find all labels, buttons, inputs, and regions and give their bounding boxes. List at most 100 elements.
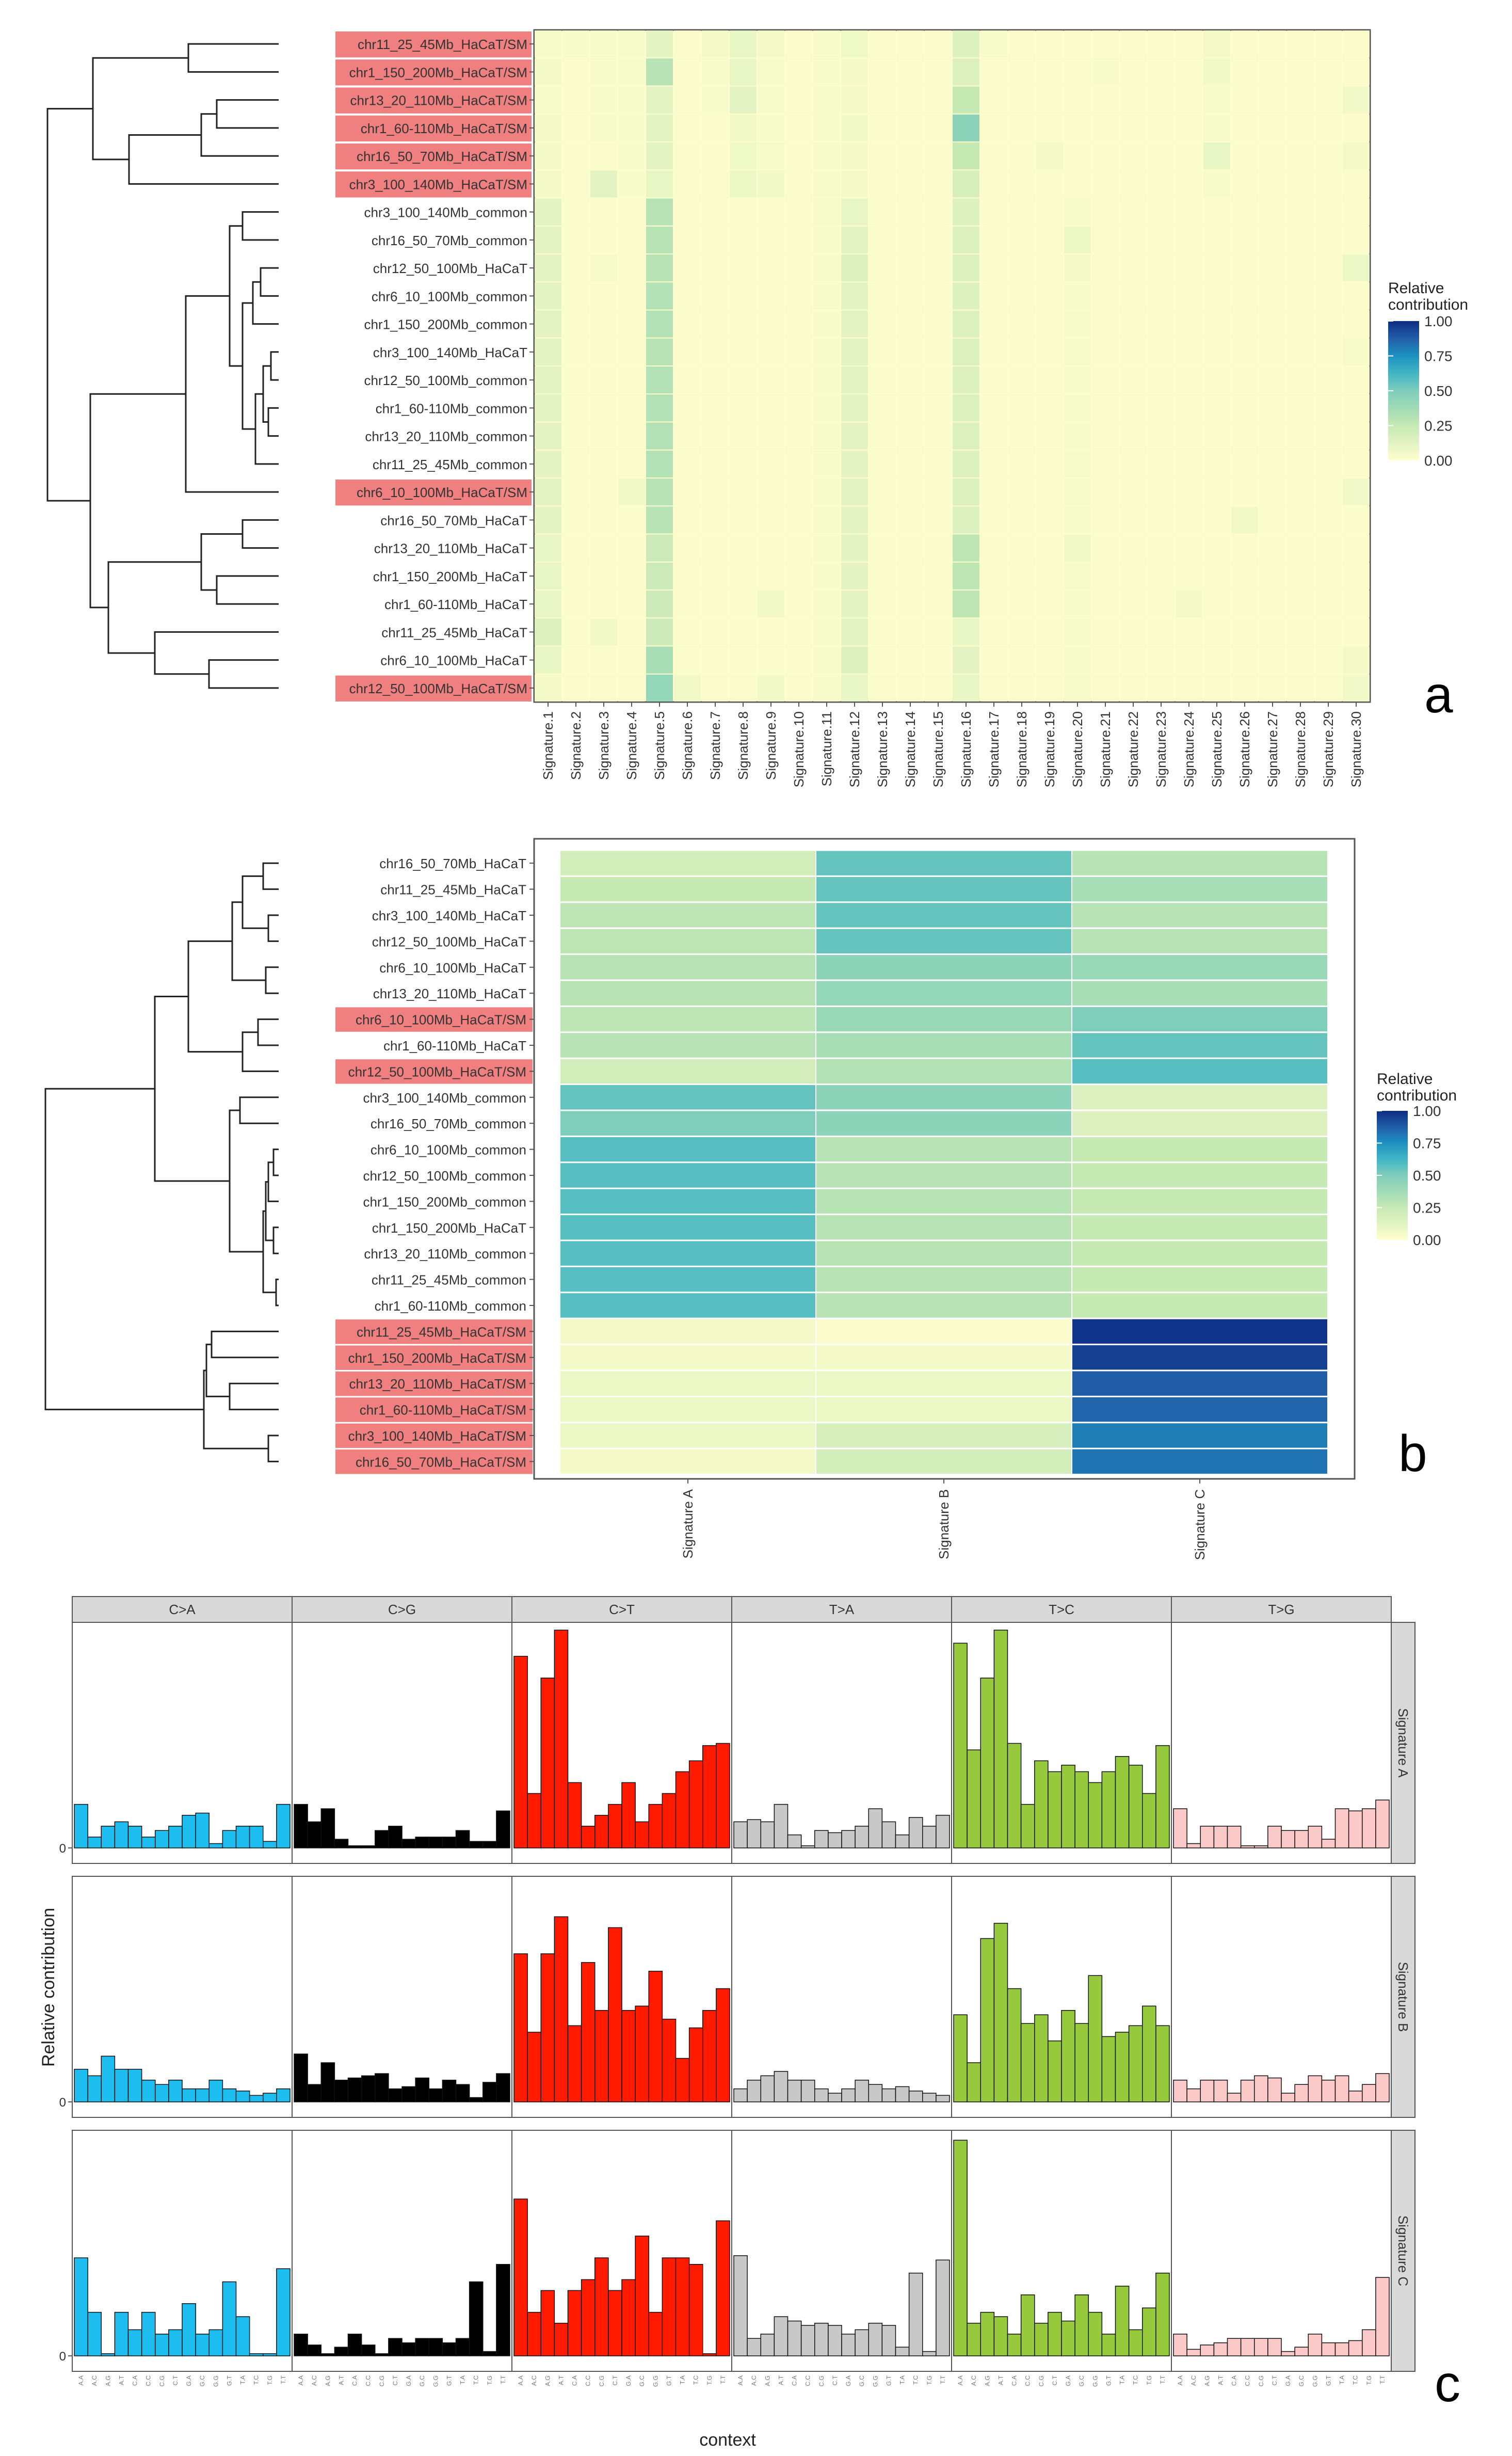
heatmap-cell (841, 422, 868, 450)
context-bar (155, 2334, 169, 2356)
heatmap-cell (953, 422, 979, 450)
column-label: Signature.2 (568, 711, 584, 780)
column-label: Signature.27 (1265, 711, 1280, 787)
heatmap-cell (841, 226, 868, 253)
heatmap-cell (980, 58, 1007, 86)
heatmap-cell (535, 254, 561, 282)
heatmap-cell (674, 282, 701, 310)
context-bar (881, 1821, 896, 1848)
context-bar (774, 2071, 789, 2102)
heatmap-cell (535, 310, 561, 338)
heatmap-cell (1064, 674, 1091, 701)
row-highlight (335, 1345, 533, 1370)
context-bar (482, 2351, 497, 2356)
heatmap-cell (897, 394, 924, 422)
heatmap-cell (730, 422, 757, 450)
context-bar (828, 2093, 842, 2102)
heatmap-cell (1203, 114, 1230, 141)
context-bar (567, 2025, 582, 2102)
context-bar (1101, 1771, 1116, 1848)
context-bar (1088, 1782, 1103, 1848)
row-label: chr12_50_100Mb_common (363, 1168, 526, 1184)
heatmap-cell (1259, 282, 1286, 310)
heatmap-cell (841, 142, 868, 170)
context-bar (1240, 2080, 1255, 2102)
context-tick-label: T.A (1119, 2375, 1126, 2384)
heatmap-cell (925, 30, 952, 58)
heatmap-cell (1259, 591, 1286, 618)
heatmap-cell (590, 674, 617, 701)
heatmap-cell (925, 618, 952, 646)
heatmap-cell (590, 282, 617, 310)
heatmap-cell (925, 114, 952, 141)
context-bar (334, 1839, 349, 1848)
heatmap-cell (560, 851, 815, 875)
heatmap-cell (785, 591, 812, 618)
heatmap-cell (813, 506, 840, 534)
context-tick-label: A.T (557, 2375, 565, 2385)
context-bar (334, 2080, 349, 2102)
context-bar (294, 1804, 308, 1848)
context-bar (675, 2257, 690, 2356)
heatmap-cell (813, 114, 840, 141)
heatmap-cell (560, 1371, 815, 1396)
heatmap-cell (702, 674, 729, 701)
context-bar (953, 2140, 968, 2356)
heatmap-cell (1120, 591, 1147, 618)
heatmap-cell (841, 170, 868, 198)
context-bar (967, 1749, 981, 1848)
heatmap-cell (646, 86, 673, 114)
heatmap-cell (535, 366, 561, 394)
row-label: chr12_50_100Mb_HaCaT/SM (348, 1064, 526, 1079)
context-tick-label: T.C (912, 2375, 920, 2385)
context-bar (141, 1837, 156, 1848)
context-bar (855, 2080, 869, 2102)
heatmap-cell (674, 114, 701, 141)
heatmap-cell (1315, 450, 1342, 477)
heatmap-cell (1231, 422, 1258, 450)
context-tick-label: G.C (638, 2375, 646, 2387)
heatmap-cell (1120, 562, 1147, 589)
heatmap-cell (980, 170, 1007, 198)
context-tick-label: C.C (585, 2375, 592, 2386)
heatmap-cell (618, 562, 645, 589)
heatmap-cell (925, 226, 952, 253)
heatmap-cell (1064, 310, 1091, 338)
heatmap-cell (869, 30, 896, 58)
row-label: chr1_60-110Mb_HaCaT (383, 1038, 526, 1054)
heatmap-cell (1203, 310, 1230, 338)
heatmap-cell (1343, 591, 1370, 618)
heatmap-cell (1148, 86, 1175, 114)
row-label: chr1_60-110Mb_HaCaT/SM (360, 1402, 526, 1418)
heatmap-cell (674, 646, 701, 674)
context-bar (733, 1821, 748, 1848)
heatmap-cell (813, 646, 840, 674)
heatmap-cell (869, 591, 896, 618)
heatmap-cell (897, 30, 924, 58)
heatmap-cell (618, 30, 645, 58)
context-bar (868, 2084, 883, 2102)
heatmap-cell (702, 422, 729, 450)
heatmap-cell (980, 30, 1007, 58)
heatmap-cell (1120, 674, 1147, 701)
heatmap-cell (535, 58, 561, 86)
heatmap-cell (925, 562, 952, 589)
heatmap-cell (1036, 450, 1063, 477)
heatmap-cell (1072, 1215, 1327, 1240)
context-bar (1375, 2073, 1390, 2102)
heatmap-cell (646, 450, 673, 477)
heatmap-cell (1315, 254, 1342, 282)
heatmap-cell (1064, 114, 1091, 141)
heatmap-cell (562, 226, 589, 253)
row-label: chr13_20_110Mb_common (364, 1246, 526, 1262)
panel-label-c: c (1435, 2355, 1460, 2413)
context-bar (1142, 2307, 1156, 2356)
heatmap-cell (560, 1163, 815, 1188)
heatmap-cell (1008, 591, 1035, 618)
heatmap-cell (1064, 170, 1091, 198)
context-bar (455, 1830, 470, 1848)
heatmap-cell (758, 86, 784, 114)
context-bar (814, 2088, 829, 2102)
heatmap-cell (674, 226, 701, 253)
